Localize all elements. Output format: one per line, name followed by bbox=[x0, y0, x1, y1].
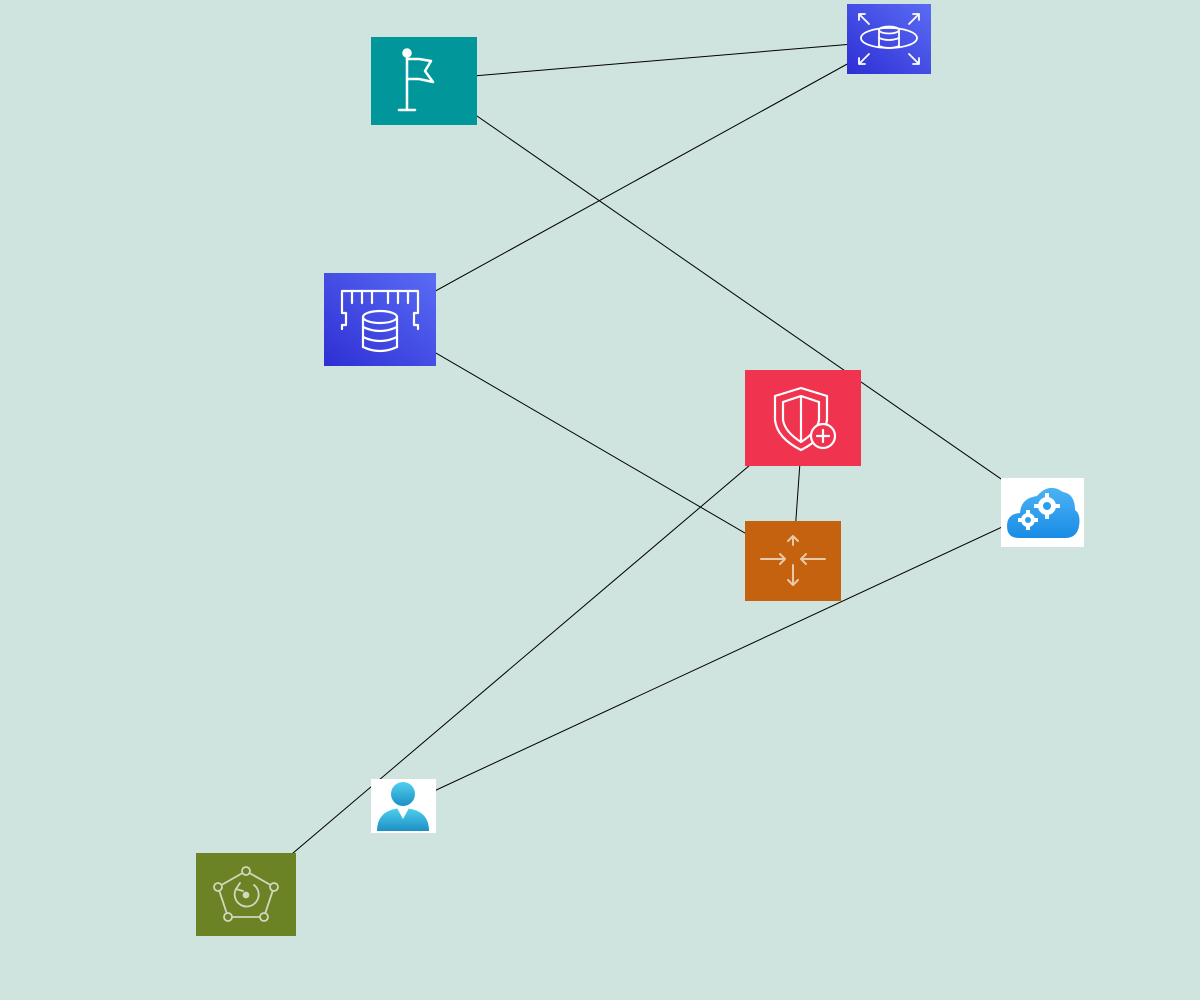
cloud-gears-icon bbox=[1001, 478, 1084, 547]
edge-memdb-to-rds[interactable] bbox=[380, 40, 890, 322]
memory-database-node[interactable] bbox=[324, 273, 436, 366]
edge-rds-to-flag[interactable] bbox=[424, 40, 890, 85]
rds-node[interactable] bbox=[847, 4, 931, 74]
edge-flag-to-cloud[interactable] bbox=[424, 79, 1044, 509]
user-node[interactable] bbox=[371, 779, 436, 833]
edge-router-to-memdb[interactable] bbox=[380, 320, 794, 562]
cloud-service-node[interactable] bbox=[1001, 478, 1084, 547]
edge-robomaker-to-shield[interactable] bbox=[245, 419, 804, 894]
robot-network-icon bbox=[196, 853, 296, 936]
router-arrows-icon bbox=[745, 521, 841, 601]
robomaker-node[interactable] bbox=[196, 853, 296, 936]
shield-plus-icon bbox=[745, 370, 861, 466]
rds-database-icon bbox=[847, 4, 931, 74]
flag-icon bbox=[371, 37, 477, 125]
edge-cloud-to-user[interactable] bbox=[403, 507, 1044, 806]
memory-database-icon bbox=[324, 273, 436, 366]
flag-node[interactable] bbox=[371, 37, 477, 125]
router-node[interactable] bbox=[745, 521, 841, 601]
shield-node[interactable] bbox=[745, 370, 861, 466]
user-icon bbox=[371, 779, 436, 833]
